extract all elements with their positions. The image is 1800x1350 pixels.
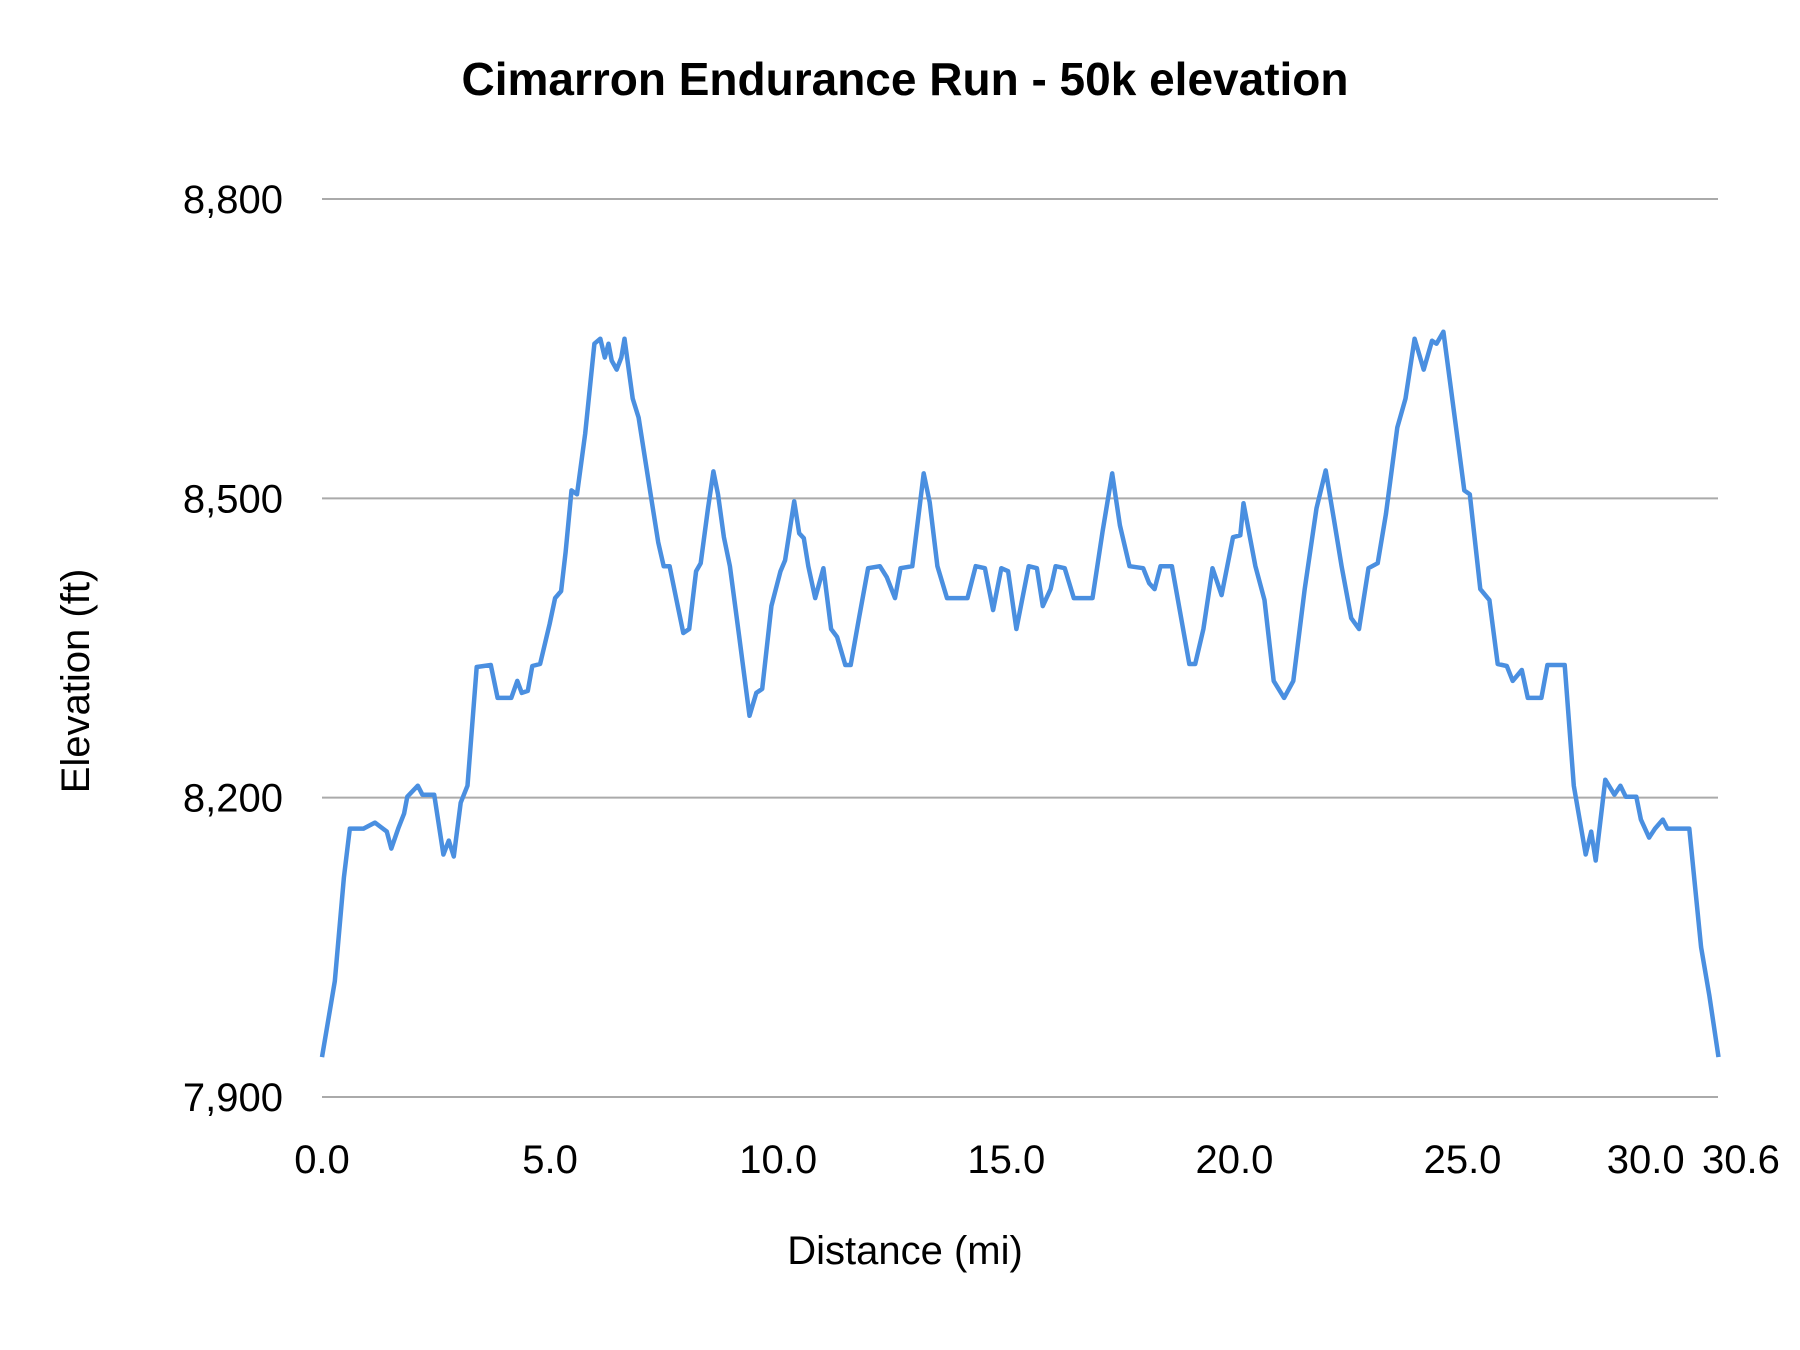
elevation-series-line — [319, 329, 1721, 1058]
x-tick-label: 25.0 — [1424, 1138, 1502, 1182]
x-tick-label: 5.0 — [522, 1138, 578, 1182]
y-tick-labels: 7,900 8,200 8,500 8,800 — [183, 178, 283, 1120]
y-tick-label: 7,900 — [183, 1076, 283, 1120]
chart-title: Cimarron Endurance Run - 50k elevation — [461, 53, 1348, 105]
y-tick-label: 8,500 — [183, 477, 283, 521]
x-tick-label: 15.0 — [967, 1138, 1045, 1182]
y-axis-label: Elevation (ft) — [54, 569, 98, 794]
y-tick-label: 8,200 — [183, 777, 283, 821]
x-tick-label: 0.0 — [294, 1138, 350, 1182]
gridlines — [322, 198, 1718, 1098]
y-tick-label: 8,800 — [183, 178, 283, 222]
x-tick-label: 30.6 — [1702, 1138, 1780, 1182]
x-tick-label: 20.0 — [1195, 1138, 1273, 1182]
x-axis-label: Distance (mi) — [787, 1229, 1023, 1273]
x-tick-label: 10.0 — [739, 1138, 817, 1182]
x-tick-labels: 0.0 5.0 10.0 15.0 20.0 25.0 30.0 30.6 — [294, 1138, 1780, 1182]
x-tick-label: 30.0 — [1607, 1138, 1685, 1182]
